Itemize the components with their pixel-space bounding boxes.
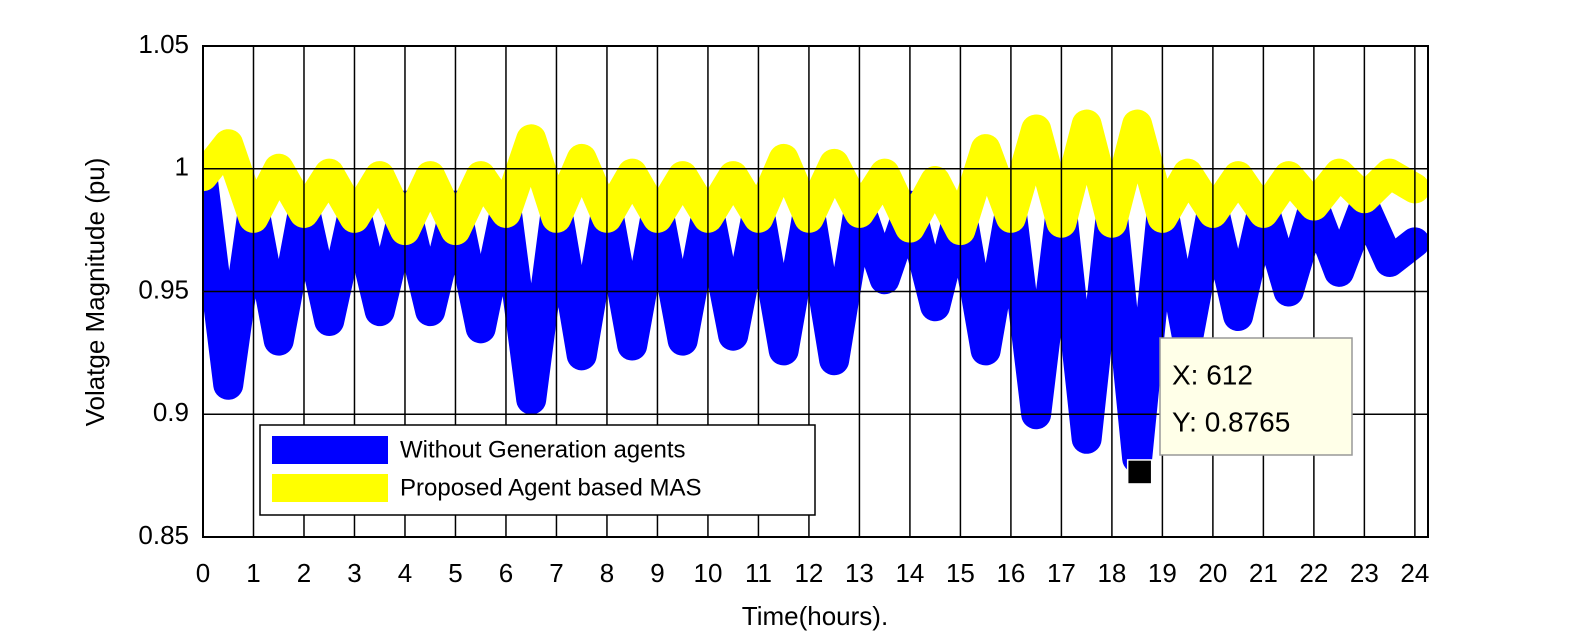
x-tick-label: 24	[1400, 558, 1429, 588]
x-tick-label: 0	[196, 558, 210, 588]
legend-label: Proposed Agent based MAS	[400, 474, 702, 501]
x-tick-label: 2	[297, 558, 311, 588]
legend-swatch	[272, 436, 388, 464]
y-tick-label: 1.05	[138, 29, 189, 59]
x-tick-label: 16	[996, 558, 1025, 588]
x-tick-label: 21	[1249, 558, 1278, 588]
datatip-box	[1159, 337, 1353, 456]
legend-swatch	[272, 474, 388, 502]
x-tick-label: 6	[499, 558, 513, 588]
x-tick-label: 17	[1047, 558, 1076, 588]
x-tick-label: 23	[1350, 558, 1379, 588]
x-axis-label: Time(hours).	[742, 601, 888, 631]
datatip-text: Y: 0.8765	[1172, 406, 1290, 437]
datatip-text: X: 612	[1172, 359, 1253, 390]
x-tick-label: 15	[946, 558, 975, 588]
x-tick-label: 14	[895, 558, 924, 588]
x-tick-label: 12	[794, 558, 823, 588]
y-tick-label: 0.9	[153, 397, 189, 427]
x-tick-label: 18	[1097, 558, 1126, 588]
y-tick-label: 0.95	[138, 274, 189, 304]
x-tick-label: 22	[1299, 558, 1328, 588]
x-tick-label: 19	[1148, 558, 1177, 588]
y-tick-label: 0.85	[138, 520, 189, 550]
datatip-marker	[1126, 459, 1153, 485]
x-tick-label: 4	[398, 558, 412, 588]
x-tick-label: 7	[549, 558, 563, 588]
x-tick-label: 8	[600, 558, 614, 588]
y-axis-label: Volatge Magnitude (pu)	[80, 158, 110, 427]
x-tick-label: 11	[745, 558, 772, 588]
axes-box	[202, 45, 1429, 538]
x-tick-label: 1	[246, 558, 260, 588]
x-tick-label: 3	[347, 558, 361, 588]
y-tick-label: 1	[175, 152, 189, 182]
x-tick-label: 20	[1198, 558, 1227, 588]
x-tick-label: 13	[845, 558, 874, 588]
x-tick-label: 5	[448, 558, 462, 588]
legend-label: Without Generation agents	[400, 436, 686, 463]
x-tick-label: 9	[650, 558, 664, 588]
x-tick-label: 10	[693, 558, 722, 588]
